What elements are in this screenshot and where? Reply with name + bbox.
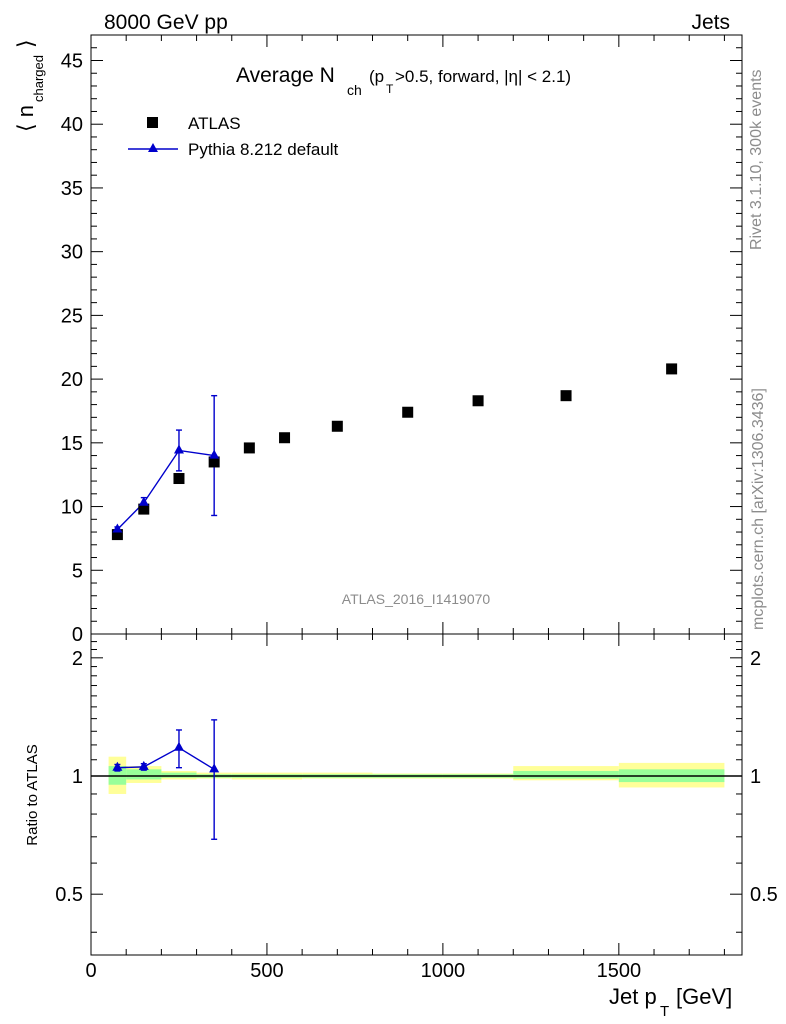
main-ylabel: ⟨ n charged ⟩ [13, 39, 46, 132]
data-point [173, 473, 185, 485]
legend-data-marker [147, 117, 158, 128]
main-ytick-label: 45 [61, 50, 83, 72]
title-main: Average N [236, 64, 335, 87]
ratio-mc-point [112, 761, 123, 771]
data-point [331, 420, 343, 432]
data-point [666, 363, 678, 375]
title-cut-a-sub: T [386, 82, 394, 96]
legend-data-label: ATLAS [188, 114, 241, 133]
ratio-ytick-label-right: 1 [750, 766, 761, 788]
main-ytick-label: 20 [61, 369, 83, 391]
data-point [208, 456, 220, 468]
legend-mc-label: Pythia 8.212 default [188, 140, 339, 159]
xlabel-sub: T [660, 1003, 669, 1020]
main-ytick-label: 40 [61, 114, 83, 136]
data-point [138, 503, 150, 515]
main-ytick-label: 35 [61, 178, 83, 200]
ratio-frame [90, 633, 743, 956]
title-cut-b: >0.5, forward, |η| < 2.1) [395, 67, 571, 86]
mc-series-line [116, 449, 215, 530]
data-point [560, 390, 572, 402]
data-point [402, 406, 414, 418]
xlabel-main: Jet p [609, 984, 657, 1009]
data-point [111, 529, 123, 541]
ratio-band-inner [161, 772, 197, 778]
ratio-ytick-label-right: 0.5 [750, 884, 778, 906]
xlabel-unit: [GeV] [676, 984, 732, 1009]
xtick-label: 1500 [597, 960, 642, 982]
mc-point [209, 449, 220, 459]
ratio-ytick-label-left: 0.5 [55, 884, 83, 906]
main-ylabel-sub: charged [31, 55, 46, 102]
ratio-ytick-label-right: 2 [750, 648, 761, 670]
ratio-ytick-label-left: 1 [72, 766, 83, 788]
title-cut-a: (p [369, 67, 384, 86]
mc-point [138, 496, 149, 506]
xtick-label: 1000 [421, 960, 466, 982]
mc-point [173, 444, 184, 454]
xtick-label: 500 [250, 960, 283, 982]
ratio-plot: 0.5 0.5 1 1 2 2 0 500 1000 1500 [55, 633, 778, 982]
ratio-mc-line [117, 746, 215, 770]
main-plot: 0 5 10 15 20 25 30 35 40 45 [61, 34, 743, 646]
energy-label: 8000 GeV pp [104, 11, 228, 34]
data-point [243, 442, 255, 454]
xtick-label: 0 [85, 960, 96, 982]
process-label: Jets [691, 11, 730, 34]
ratio-mc-point [173, 741, 184, 751]
mcplots-label: mcplots.cern.ch [arXiv:1306.3436] [750, 388, 767, 630]
legend-mc-marker [148, 143, 158, 152]
data-point [279, 432, 291, 444]
main-ytick-label: 0 [72, 624, 83, 646]
ratio-ytick-label-left: 2 [72, 648, 83, 670]
plot-title: Average N ch (p T >0.5, forward, |η| < 2… [236, 64, 571, 98]
ratio-mc-point [209, 763, 220, 773]
ratio-band-inner [513, 770, 619, 779]
analysis-id: ATLAS_2016_I1419070 [342, 591, 491, 607]
ratio-ylabel: Ratio to ATLAS [24, 744, 41, 845]
main-ytick-label: 15 [61, 433, 83, 455]
main-ylabel-close: ⟩ [13, 39, 38, 48]
legend: ATLAS Pythia 8.212 default [128, 114, 339, 159]
data-point [472, 395, 484, 407]
mc-point [112, 523, 123, 533]
main-ytick-label: 10 [61, 497, 83, 519]
main-ytick-label: 30 [61, 242, 83, 264]
ratio-mc-point [138, 760, 149, 770]
xlabel: Jet p T [GeV] [609, 984, 732, 1020]
main-ytick-label: 5 [72, 560, 83, 582]
title-main-sub: ch [347, 82, 362, 98]
main-ylabel-open: ⟨ n [13, 105, 38, 132]
rivet-label: Rivet 3.1.10, 300k events [748, 69, 765, 250]
main-ytick-label: 25 [61, 305, 83, 327]
ratio-band-inner [126, 769, 162, 780]
